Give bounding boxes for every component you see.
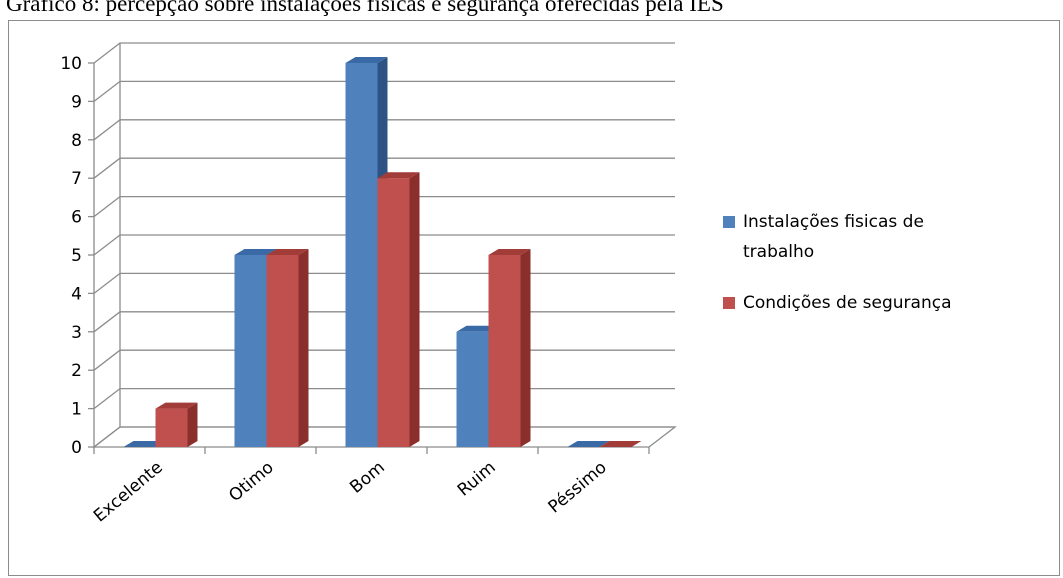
y-axis-ticks: 0 1 2 3 4 5 6 7 8 9 10	[60, 54, 82, 458]
bar-chart: 0 1 2 3 4 5 6 7 8 9 10 Excelente Otimo Bom Ruim Péssim…	[60, 42, 952, 527]
x-category-label: Péssimo	[545, 458, 611, 518]
bar-front-face	[377, 178, 410, 447]
bar-top-face	[567, 441, 610, 447]
y-tick-label: 9	[71, 92, 82, 112]
bar	[377, 172, 420, 447]
bar-front-face	[266, 255, 299, 447]
bar-side-face	[187, 402, 198, 447]
bar-side-face	[298, 249, 309, 447]
x-category-label: Excelente	[90, 458, 167, 527]
bar-top-face	[488, 249, 531, 255]
legend-label: Condições de segurança	[743, 293, 952, 313]
bar	[488, 249, 531, 447]
legend-swatch	[723, 216, 735, 228]
bar-top-face	[599, 441, 642, 447]
bar-top-face	[456, 325, 499, 332]
y-tick-label: 5	[71, 246, 82, 266]
y-tick-label: 1	[71, 400, 82, 420]
bar-front-face	[155, 408, 188, 447]
bar-top-face	[377, 172, 420, 179]
bar-side-face	[409, 172, 420, 447]
x-category-label: Bom	[346, 458, 388, 498]
x-category-label: Ruim	[454, 458, 500, 501]
y-tick-label: 4	[71, 284, 82, 304]
legend-label: trabalho	[743, 242, 814, 262]
y-tick-label: 6	[71, 208, 82, 228]
x-axis-labels: Excelente Otimo Bom Ruim Péssimo	[90, 458, 611, 527]
y-tick-label: 8	[71, 131, 82, 151]
bar-top-face	[266, 249, 309, 255]
y-tick-label: 7	[71, 169, 82, 189]
bar-front-face	[345, 63, 378, 447]
bar	[567, 441, 610, 447]
bar-top-face	[234, 249, 277, 255]
legend-swatch	[723, 297, 735, 309]
legend-label: Instalações fisicas de	[743, 212, 924, 232]
bar	[155, 402, 198, 447]
y-tick-label: 10	[60, 54, 82, 74]
y-tick-label: 3	[71, 323, 82, 343]
bar-top-face	[155, 402, 198, 409]
y-tick-label: 2	[71, 361, 82, 381]
legend: Instalações fisicas de trabalho Condições …	[723, 212, 952, 313]
bars	[123, 57, 642, 447]
y-tick-label: 0	[71, 438, 82, 458]
bar-top-face	[123, 441, 166, 447]
chart-frame: 0 1 2 3 4 5 6 7 8 9 10 Excelente Otimo Bom Ruim Péssim…	[8, 20, 1060, 576]
bar-front-face	[456, 331, 489, 447]
x-category-label: Otimo	[225, 458, 277, 507]
bar	[266, 249, 309, 447]
bar-top-face	[345, 57, 388, 63]
bar	[123, 441, 166, 447]
bar-front-face	[234, 255, 267, 447]
bar	[599, 441, 642, 447]
figure-caption: Gráfico 8: percepção sobre instalações f…	[6, 0, 724, 16]
bar-front-face	[488, 255, 521, 447]
bar-side-face	[520, 249, 531, 447]
